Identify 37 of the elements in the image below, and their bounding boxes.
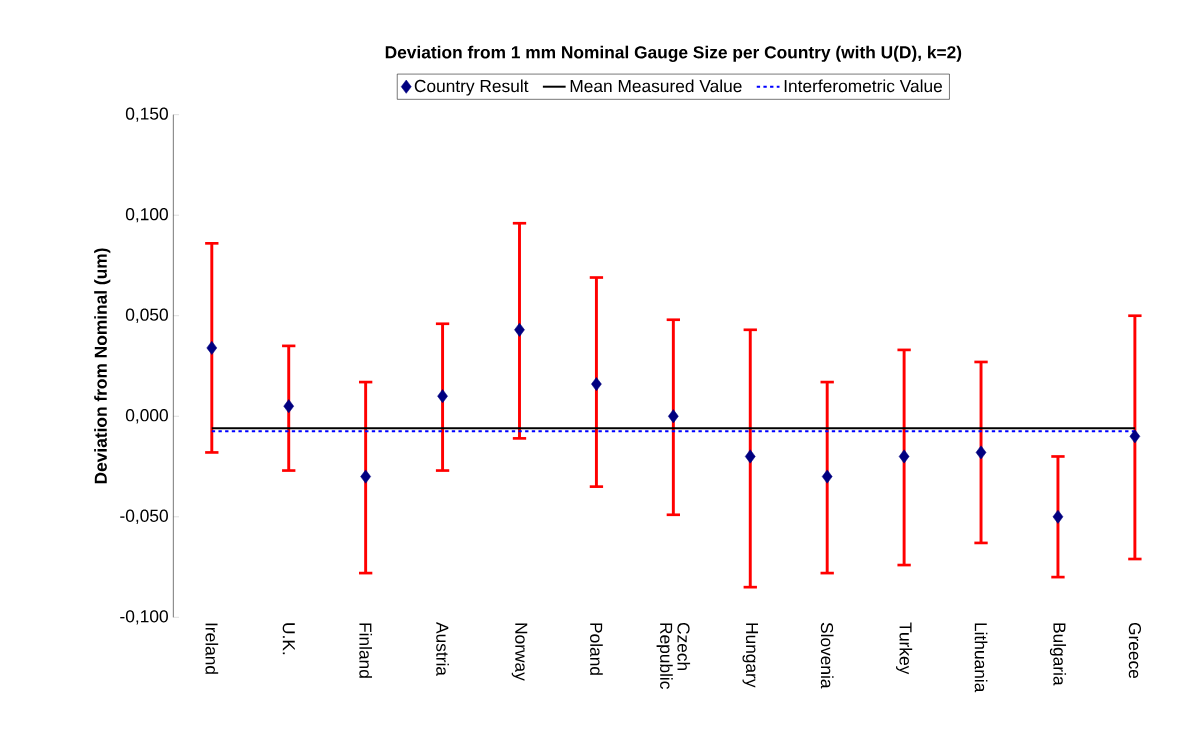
legend-label: Interferometric Value: [784, 79, 942, 93]
x-tick-label: U.K.: [282, 623, 295, 655]
x-tick-label: Greece: [1128, 623, 1142, 679]
point: [898, 449, 910, 464]
y-tick-label: 0,100: [125, 208, 168, 223]
y-tick-label: 0,050: [125, 308, 168, 324]
point: [591, 377, 602, 392]
x-tick-label: Norway: [511, 623, 528, 681]
x-tick-label: Czech Republic: [656, 623, 691, 690]
point: [360, 469, 371, 484]
legend-label: Mean Measured Value: [570, 79, 742, 93]
point: [744, 449, 756, 464]
x-tick-label: Ireland: [205, 623, 219, 675]
x-tick-label: Bulgaria: [1049, 623, 1067, 686]
point: [1052, 510, 1064, 524]
y-tick-label: 0,000: [125, 409, 168, 424]
point: [821, 469, 833, 484]
x-tick-label: Finland: [359, 623, 373, 678]
y-tick-label: -0,050: [120, 509, 168, 525]
x-tick-label: Lithuania: [974, 623, 988, 693]
y-tick-label: 0,150: [125, 107, 168, 122]
x-tick-label: Turkey: [896, 622, 913, 675]
x-tick-label: Slovenia: [820, 623, 834, 689]
point: [514, 323, 525, 337]
point: [206, 341, 218, 355]
chart-title: Deviation from 1 mm Nominal Gauge Size per Country (with U(D), k=2): [385, 45, 962, 63]
y-tick-label: -0,100: [120, 610, 168, 625]
x-tick-label: Austria: [436, 622, 449, 677]
x-tick-label: Hungary: [742, 623, 759, 688]
point: [1129, 429, 1141, 444]
legend-label: Country Result: [414, 79, 529, 96]
point: [668, 409, 679, 424]
point: [437, 389, 448, 404]
x-tick-label: Poland: [590, 623, 603, 676]
point: [283, 399, 294, 414]
point: [975, 445, 987, 460]
y-axis-title: Deviation from Nominal (um): [94, 248, 111, 484]
